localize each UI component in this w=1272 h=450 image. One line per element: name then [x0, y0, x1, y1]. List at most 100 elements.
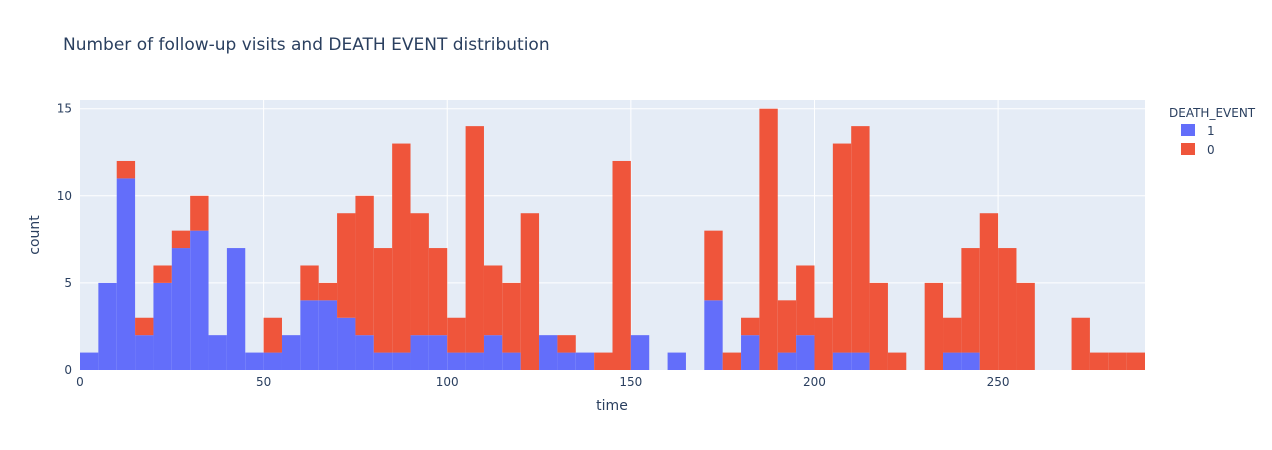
bar-death-event-0[interactable] [832, 143, 852, 353]
bar-death-event-1[interactable] [832, 352, 852, 370]
legend-label-1[interactable]: 1 [1207, 124, 1215, 138]
bar-death-event-1[interactable] [171, 248, 191, 370]
bar-death-event-0[interactable] [465, 126, 484, 353]
bar-death-event-0[interactable] [796, 265, 815, 336]
legend-label-0[interactable]: 0 [1207, 143, 1215, 157]
x-tick-label: 200 [803, 375, 826, 389]
bar-death-event-1[interactable] [300, 300, 319, 370]
y-tick-label: 0 [64, 363, 72, 377]
x-axis-label: time [596, 398, 628, 414]
bar-death-event-1[interactable] [704, 300, 723, 370]
bar-death-event-0[interactable] [520, 213, 540, 370]
bar-death-event-0[interactable] [300, 265, 319, 301]
bar-death-event-0[interactable] [1016, 282, 1035, 370]
x-tick-label: 0 [76, 375, 84, 389]
bar-death-event-0[interactable] [1089, 352, 1109, 370]
y-axis-ticks: 0 5 10 15 [57, 102, 72, 377]
chart-title: Number of follow-up visits and DEATH EVE… [63, 35, 550, 55]
bar-death-event-0[interactable] [153, 265, 172, 283]
bar-death-event-0[interactable] [483, 265, 503, 336]
bar-death-event-0[interactable] [1071, 317, 1090, 370]
bar-death-event-0[interactable] [447, 317, 466, 353]
bar-death-event-1[interactable] [226, 248, 246, 370]
bar-death-event-0[interactable] [190, 195, 209, 231]
bar-death-event-0[interactable] [924, 282, 944, 370]
bar-death-event-0[interactable] [612, 160, 631, 370]
bar-death-event-1[interactable] [539, 335, 558, 370]
y-tick-label: 15 [57, 102, 72, 116]
bar-death-event-0[interactable] [116, 160, 136, 179]
y-axis-label: count [27, 215, 43, 255]
bar-death-event-0[interactable] [741, 317, 760, 336]
bar-death-event-1[interactable] [428, 335, 448, 370]
bar-death-event-1[interactable] [575, 352, 595, 370]
bar-death-event-0[interactable] [814, 317, 833, 370]
bar-death-event-0[interactable] [979, 213, 999, 370]
bar-death-event-0[interactable] [1126, 352, 1145, 370]
bar-death-event-0[interactable] [410, 213, 429, 336]
bar-death-event-1[interactable] [465, 352, 484, 370]
bar-death-event-1[interactable] [116, 178, 136, 370]
bar-death-event-0[interactable] [722, 352, 742, 370]
bar-death-event-1[interactable] [208, 335, 227, 370]
y-tick-label: 10 [57, 189, 72, 203]
bar-death-event-1[interactable] [337, 317, 356, 370]
bar-death-event-0[interactable] [263, 317, 282, 353]
bar-death-event-1[interactable] [153, 282, 172, 370]
bar-death-event-0[interactable] [502, 282, 521, 353]
bar-death-event-1[interactable] [392, 352, 411, 370]
bar-death-event-0[interactable] [759, 108, 778, 370]
legend-swatch-1[interactable] [1181, 124, 1195, 136]
x-tick-label: 250 [987, 375, 1010, 389]
bar-death-event-0[interactable] [887, 352, 907, 370]
bar-death-event-0[interactable] [1108, 352, 1127, 370]
bar-death-event-1[interactable] [355, 335, 374, 370]
bar-death-event-0[interactable] [869, 282, 888, 370]
bar-death-event-0[interactable] [594, 352, 613, 370]
bar-death-event-1[interactable] [667, 352, 686, 370]
bar-death-event-1[interactable] [135, 335, 154, 370]
x-tick-label: 50 [256, 375, 271, 389]
bar-death-event-0[interactable] [135, 317, 154, 336]
bar-death-event-0[interactable] [704, 230, 723, 301]
bar-death-event-0[interactable] [428, 248, 448, 336]
bar-death-event-1[interactable] [557, 352, 576, 370]
bar-death-event-1[interactable] [943, 352, 962, 370]
bar-death-event-1[interactable] [190, 230, 209, 370]
bar-death-event-0[interactable] [557, 335, 576, 353]
bar-death-event-0[interactable] [998, 248, 1017, 370]
bar-death-event-1[interactable] [777, 352, 797, 370]
bar-death-event-1[interactable] [741, 335, 760, 370]
bar-death-event-1[interactable] [483, 335, 503, 370]
bar-death-event-0[interactable] [355, 195, 374, 336]
x-axis-ticks: 0 50 100 150 200 250 [76, 375, 1009, 389]
bar-death-event-0[interactable] [337, 213, 356, 318]
legend-swatch-0[interactable] [1181, 143, 1195, 155]
bar-death-event-1[interactable] [373, 352, 393, 370]
bar-death-event-0[interactable] [777, 300, 797, 353]
bar-death-event-1[interactable] [851, 352, 870, 370]
bar-death-event-0[interactable] [851, 126, 870, 353]
bar-death-event-0[interactable] [171, 230, 191, 249]
bar-death-event-1[interactable] [281, 335, 301, 370]
bar-death-event-0[interactable] [392, 143, 411, 353]
bar-death-event-1[interactable] [263, 352, 282, 370]
y-tick-label: 5 [64, 276, 72, 290]
bar-death-event-1[interactable] [630, 335, 650, 370]
x-tick-label: 100 [436, 375, 459, 389]
bar-death-event-1[interactable] [502, 352, 521, 370]
legend-title: DEATH_EVENT [1169, 106, 1256, 120]
bar-death-event-1[interactable] [80, 352, 99, 370]
bar-death-event-0[interactable] [961, 248, 980, 353]
bar-death-event-1[interactable] [98, 282, 117, 370]
bar-death-event-1[interactable] [447, 352, 466, 370]
bar-death-event-0[interactable] [318, 282, 338, 301]
bar-death-event-0[interactable] [943, 317, 962, 353]
bar-death-event-1[interactable] [410, 335, 429, 370]
bar-death-event-1[interactable] [245, 352, 264, 370]
bar-death-event-0[interactable] [373, 248, 393, 353]
bar-death-event-1[interactable] [318, 300, 338, 370]
bar-death-event-1[interactable] [961, 352, 980, 370]
bar-death-event-1[interactable] [796, 335, 815, 370]
